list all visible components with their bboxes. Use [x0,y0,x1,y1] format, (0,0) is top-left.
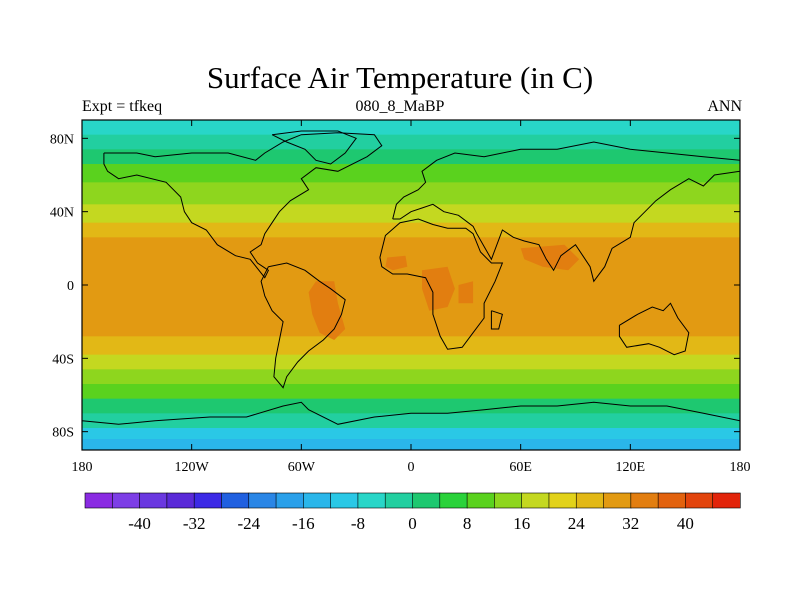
coastline-africa [379,218,504,350]
coastline-greenland-arctic [271,130,357,165]
temperature-band-9 [82,354,740,370]
colorbar-swatch-13 [439,492,468,509]
colorbar-label: 32 [622,514,639,533]
temperature-band-14 [82,428,740,440]
hot-spot-central-africa-interior [422,266,455,311]
temperature-band-8 [82,336,740,356]
coastlines [82,130,740,450]
colorbar-label: 0 [408,514,417,533]
colorbar-swatch-1 [111,492,141,509]
period-label: ANN [707,98,742,115]
colorbar-swatch-18 [575,492,605,509]
temperature-band-2 [82,149,740,165]
temperature-band-13 [82,413,740,429]
colorbar-swatch-15 [494,492,523,509]
map-title: Surface Air Temperature (in C) [206,60,594,95]
colorbar-swatch-21 [657,492,687,509]
lat-tick-label: 80N [50,132,74,147]
colorbar: -40 -32 -24 -16 -8 0 8 16 24 32 40 [84,492,741,533]
map-plot-area [82,120,740,450]
coastline-eurasia [392,141,740,283]
colorbar-swatch-3 [166,492,195,509]
temperature-band-5 [82,204,740,224]
colorbar-label: 8 [463,514,472,533]
lon-tick-label: 180 [730,460,751,475]
colorbar-swatch-0 [84,492,113,509]
colorbar-label: 16 [513,514,530,533]
colorbar-label: -40 [128,514,151,533]
colorbar-swatch-9 [330,492,359,509]
latitude-axis: 80N 40N 0 40S 80S [50,132,740,441]
temperature-band-3 [82,164,740,183]
coastline-south-america [260,262,346,389]
temperature-band-6 [82,222,740,238]
lat-tick-label: 0 [67,279,74,294]
coastline-antarctica [82,401,740,450]
temperature-band-0 [82,120,740,136]
colorbar-label: 40 [677,514,694,533]
colorbar-swatch-19 [603,492,632,509]
coastline-north-america [103,132,383,279]
temperature-band-11 [82,384,740,400]
lon-tick-label: 120W [175,460,210,475]
colorbar-label: 24 [568,514,586,533]
temperature-band-12 [82,398,740,414]
lon-tick-label: 60E [509,460,532,475]
temperature-band-7 [82,237,740,337]
hot-spot-india-interior [520,244,580,271]
lon-tick-label: 120E [616,460,646,475]
colorbar-swatch-23 [712,492,741,509]
colorbar-swatch-2 [139,492,168,509]
colorbar-swatch-8 [303,492,332,509]
temperature-bands [82,120,740,450]
lat-tick-label: 40N [50,206,74,221]
hot-spot-north-africa-interior [385,255,408,271]
lat-tick-label: 40S [52,352,74,367]
colorbar-swatch-20 [630,492,659,509]
temperature-band-10 [82,369,740,385]
colorbar-label: -32 [183,514,206,533]
temperature-band-1 [82,134,740,150]
colorbar-swatch-11 [384,492,414,509]
lon-tick-label: 0 [408,460,415,475]
colorbar-swatch-5 [221,492,250,509]
coastline-australia [618,302,690,356]
colorbar-label: -8 [351,514,365,533]
longitude-axis: 180 120W 60W 0 60E 120E 180 [72,120,751,475]
colorbar-swatch-6 [248,492,277,509]
colorbar-swatch-22 [685,492,714,509]
colorbar-label: -16 [292,514,315,533]
lon-tick-label: 180 [72,460,93,475]
colorbar-swatch-14 [466,492,495,509]
colorbar-swatch-17 [548,492,577,509]
hot-spot-east-africa-interior [458,281,474,304]
colorbar-swatch-10 [357,492,386,509]
lat-tick-label: 80S [52,426,74,441]
colorbar-swatch-4 [193,492,223,509]
lon-tick-label: 60W [288,460,316,475]
colorbar-swatch-7 [275,492,304,509]
time-label: 080_8_MaBP [355,98,445,115]
colorbar-swatch-12 [412,492,441,509]
colorbar-swatch-16 [521,492,550,509]
coastline-madagascar [490,310,503,330]
colorbar-label: -24 [237,514,260,533]
experiment-label: Expt = tfkeq [82,98,163,115]
